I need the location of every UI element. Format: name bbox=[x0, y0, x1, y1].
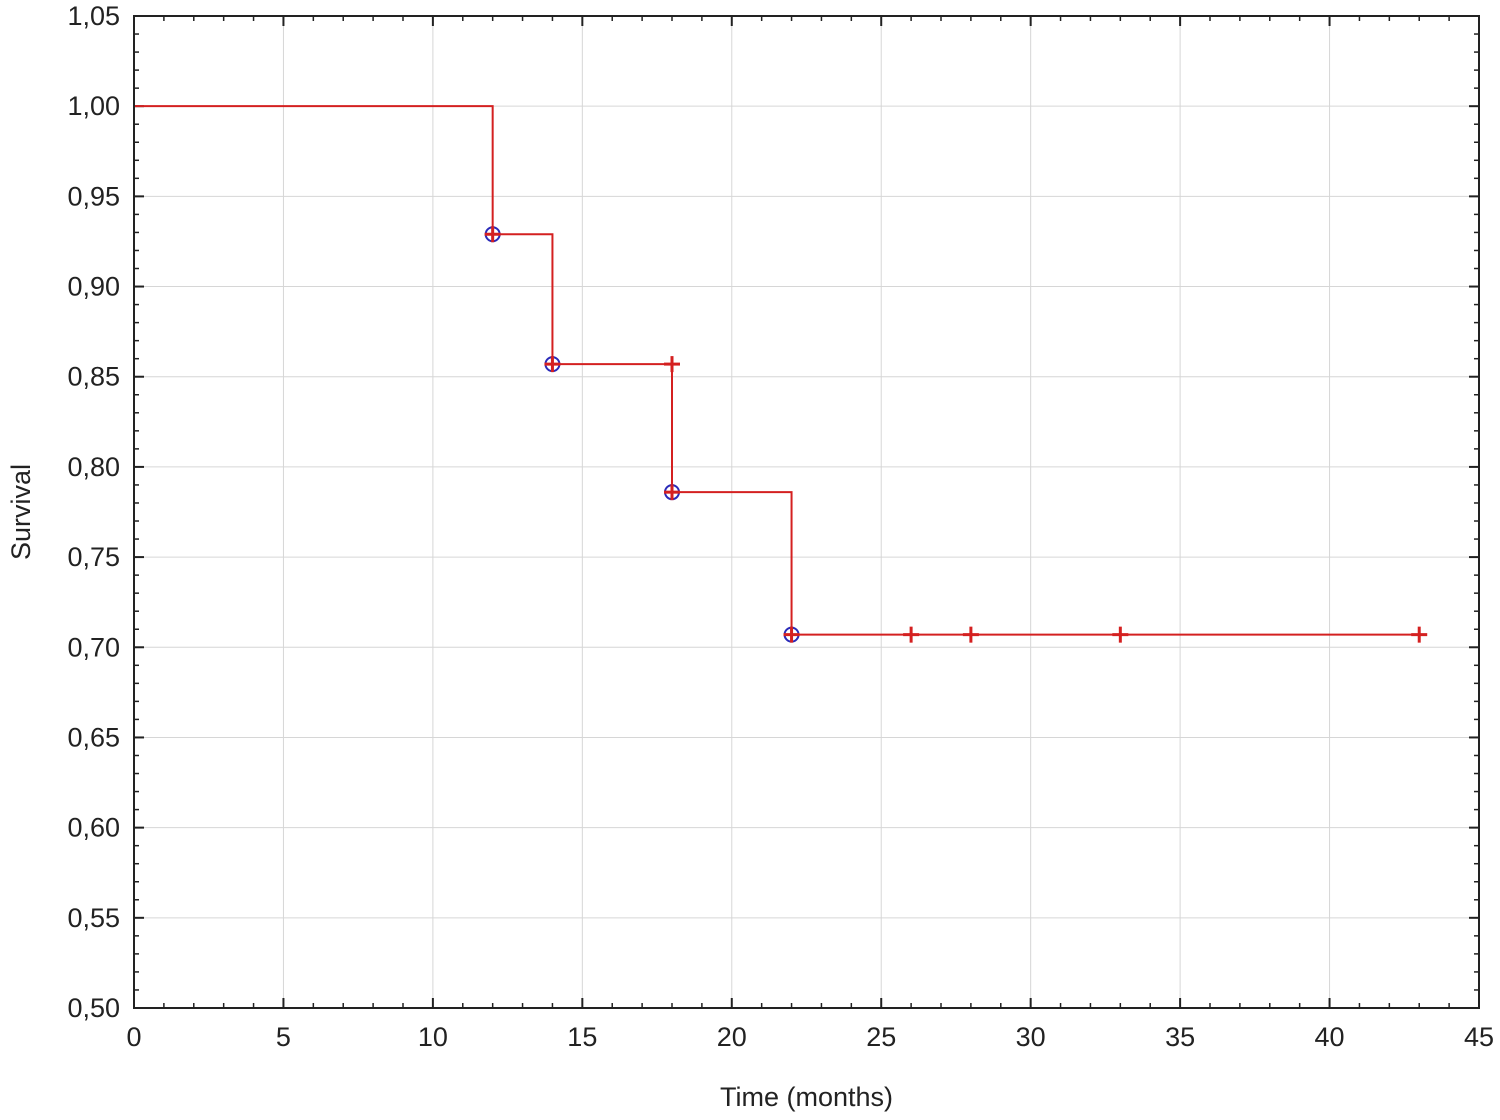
y-tick-label: 0,55 bbox=[67, 903, 120, 933]
y-tick-label: 1,05 bbox=[67, 1, 120, 31]
x-tick-label: 25 bbox=[866, 1022, 896, 1052]
series bbox=[134, 105, 1420, 636]
censored-marker bbox=[903, 626, 920, 643]
y-axis-label: Survival bbox=[6, 464, 36, 560]
y-tick-label: 1,00 bbox=[67, 91, 120, 121]
censored-marker bbox=[544, 356, 561, 373]
x-tick-label: 45 bbox=[1464, 1022, 1494, 1052]
x-tick-label: 10 bbox=[418, 1022, 448, 1052]
x-tick-label: 30 bbox=[1016, 1022, 1046, 1052]
censored-marker bbox=[664, 356, 680, 373]
y-tick-label: 0,75 bbox=[67, 542, 120, 572]
axis-ticks bbox=[133, 15, 1480, 1009]
x-axis-label: Time (months) bbox=[720, 1082, 893, 1112]
survival-step-line bbox=[134, 105, 1420, 636]
censored-marker bbox=[783, 626, 800, 643]
x-tick-label: 5 bbox=[276, 1022, 291, 1052]
censored-marker bbox=[1411, 626, 1428, 643]
grid bbox=[134, 16, 1479, 1008]
x-tick-label: 15 bbox=[567, 1022, 597, 1052]
y-tick-label: 0,60 bbox=[67, 813, 120, 843]
y-tick-label: 0,95 bbox=[67, 181, 120, 211]
x-tick-label: 0 bbox=[126, 1022, 141, 1052]
censored-marker bbox=[962, 626, 979, 643]
y-tick-label: 0,70 bbox=[67, 632, 120, 662]
censored-marker bbox=[664, 484, 680, 501]
censored-marker bbox=[484, 226, 501, 243]
y-tick-label: 0,65 bbox=[67, 722, 120, 752]
x-tick-label: 35 bbox=[1165, 1022, 1195, 1052]
y-tick-label: 0,50 bbox=[67, 993, 120, 1023]
plot-frame bbox=[133, 15, 1480, 1009]
y-tick-label: 0,80 bbox=[67, 452, 120, 482]
y-tick-label: 0,85 bbox=[67, 362, 120, 392]
x-tick-labels: 0 5 10 15 20 25 30 35 40 45 bbox=[126, 1022, 1494, 1052]
y-tick-label: 0,90 bbox=[67, 272, 120, 302]
x-tick-label: 20 bbox=[717, 1022, 747, 1052]
censored-marker bbox=[1112, 626, 1129, 643]
x-tick-label: 40 bbox=[1315, 1022, 1345, 1052]
y-tick-labels: 0,50 0,55 0,60 0,65 0,70 0,75 0,80 0,85 0,90 0,95… bbox=[67, 1, 120, 1023]
markers bbox=[484, 226, 1428, 643]
